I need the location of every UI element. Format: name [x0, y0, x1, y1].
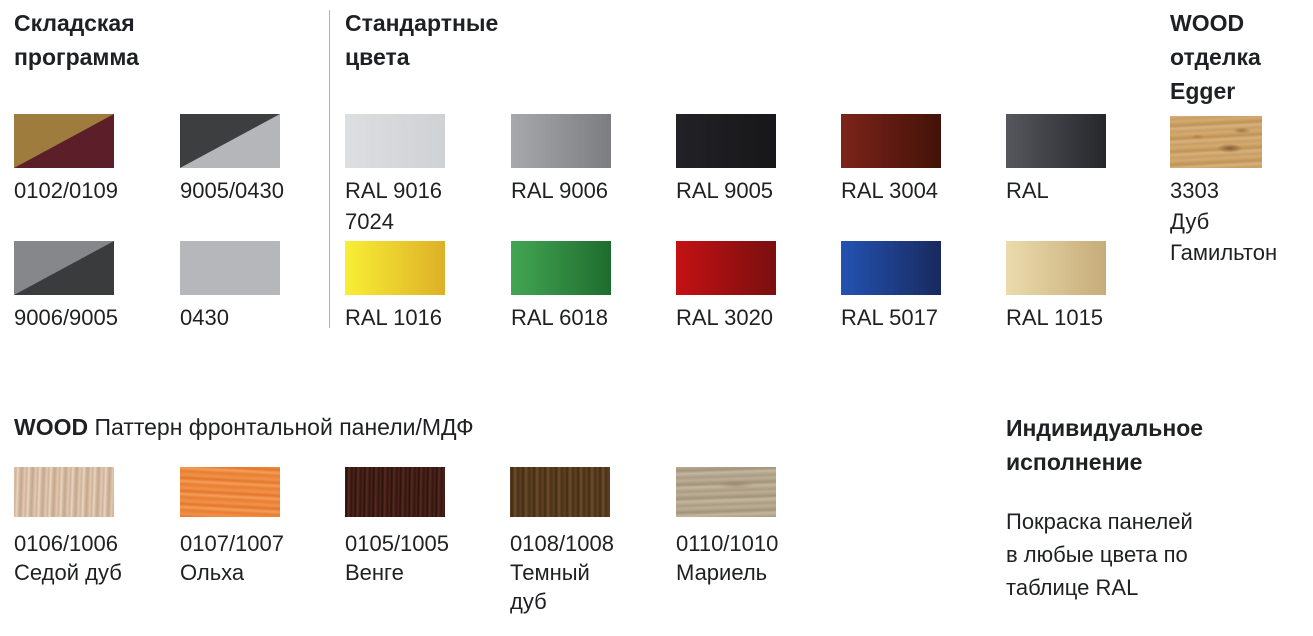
swatch-cell-0108-1008: 0108/1008 Темный дуб	[510, 467, 662, 616]
swatch-cell-ral-3004: RAL 3004	[841, 114, 993, 206]
swatch-label-ral-6018: RAL 6018	[511, 305, 609, 330]
wood-pattern-title-bold: WOOD	[14, 414, 89, 440]
swatch-cell-ral-9016: RAL 9016 7024	[345, 114, 497, 237]
color-swatch-ral-6018	[511, 241, 611, 295]
swatch-cell-ral-9005: RAL 9005	[676, 114, 828, 206]
swatch-cell-9005-0430: 9005/0430	[180, 114, 332, 206]
swatch-cell-0110-1010: 0110/1010 Мариель	[676, 467, 828, 587]
swatch-cell-0102-0109: 0102/0109	[14, 114, 166, 206]
swatch-cell-ral-9006: RAL 9006	[511, 114, 663, 206]
color-swatch-ral-1016	[345, 241, 445, 295]
wood-pattern-title-rest: Паттерн фронтальной панели/МДФ	[94, 414, 474, 440]
warehouse-program-title: Складская программа	[14, 10, 139, 70]
color-swatch-0105-1005	[345, 467, 445, 517]
color-swatch-0108-1008	[510, 467, 610, 517]
color-swatch-ral-9005	[676, 114, 776, 168]
swatch-label-9006-9005: 9006/9005	[14, 305, 118, 330]
swatch-label-9005-0430: 9005/0430	[180, 178, 284, 203]
color-swatch-ral-9016	[345, 114, 445, 168]
wood-pattern-title: WOOD Паттерн фронтальной панели/МДФ	[14, 410, 474, 444]
swatch-label-0108-1008: 0108/1008 Темный дуб	[510, 531, 614, 614]
standard-colors-title: Стандартные цвета	[345, 10, 499, 70]
color-swatch-9005-0430	[180, 114, 280, 168]
color-swatch-ral-1015	[1006, 241, 1106, 295]
swatch-label-ral-3020: RAL 3020	[676, 305, 774, 330]
swatch-label-ral: RAL	[1006, 178, 1049, 203]
color-swatch-3303	[1170, 116, 1262, 168]
swatch-cell-0106-1006: 0106/1006 Седой дуб	[14, 467, 166, 587]
swatch-cell-ral-5017: RAL 5017	[841, 241, 993, 333]
color-swatch-ral-3020	[676, 241, 776, 295]
color-swatch-ral-9006	[511, 114, 611, 168]
swatch-label-0107-1007: 0107/1007 Ольха	[180, 531, 284, 585]
swatch-label-0102-0109: 0102/0109	[14, 178, 118, 203]
swatch-label-0430: 0430	[180, 305, 229, 330]
color-swatch-0110-1010	[676, 467, 776, 517]
section-divider	[329, 10, 330, 328]
wood-egger-title: WOOD отделка Egger	[1170, 10, 1261, 104]
color-swatch-ral-3004	[841, 114, 941, 168]
swatch-cell-0107-1007: 0107/1007 Ольха	[180, 467, 332, 587]
swatch-cell-ral-6018: RAL 6018	[511, 241, 663, 333]
swatch-label-ral-3004: RAL 3004	[841, 178, 939, 203]
swatch-label-ral-1016: RAL 1016	[345, 305, 443, 330]
swatch-cell-3303: 3303 Дуб Гамильтон	[1170, 116, 1313, 268]
swatch-cell-0430: 0430	[180, 241, 332, 333]
color-swatch-0106-1006	[14, 467, 114, 517]
swatch-cell-9006-9005: 9006/9005	[14, 241, 166, 333]
color-swatch-0102-0109	[14, 114, 114, 168]
swatch-label-ral-9006: RAL 9006	[511, 178, 609, 203]
color-swatch-0107-1007	[180, 467, 280, 517]
swatch-label-ral-5017: RAL 5017	[841, 305, 939, 330]
color-swatch-9006-9005	[14, 241, 114, 295]
swatch-cell-ral-1016: RAL 1016	[345, 241, 497, 333]
swatch-label-3303: 3303 Дуб Гамильтон	[1170, 178, 1278, 265]
custom-finish-title: Индивидуальное исполнение	[1006, 415, 1204, 475]
swatch-label-0110-1010: 0110/1010 Мариель	[676, 531, 779, 585]
color-swatch-ral-5017	[841, 241, 941, 295]
color-swatch-0430	[180, 241, 280, 295]
swatch-label-0106-1006: 0106/1006 Седой дуб	[14, 531, 122, 585]
swatch-label-ral-9005: RAL 9005	[676, 178, 774, 203]
swatch-label-ral-9016: RAL 9016 7024	[345, 178, 443, 234]
swatch-label-ral-1015: RAL 1015	[1006, 305, 1104, 330]
custom-finish-note: Покраска панелей в любые цвета по таблиц…	[1006, 509, 1193, 600]
swatch-cell-ral-3020: RAL 3020	[676, 241, 828, 333]
swatch-cell-ral-1015: RAL 1015	[1006, 241, 1158, 333]
swatch-label-0105-1005: 0105/1005 Венге	[345, 531, 449, 585]
color-swatch-ral	[1006, 114, 1106, 168]
swatch-cell-0105-1005: 0105/1005 Венге	[345, 467, 497, 587]
swatch-cell-ral: RAL	[1006, 114, 1158, 206]
